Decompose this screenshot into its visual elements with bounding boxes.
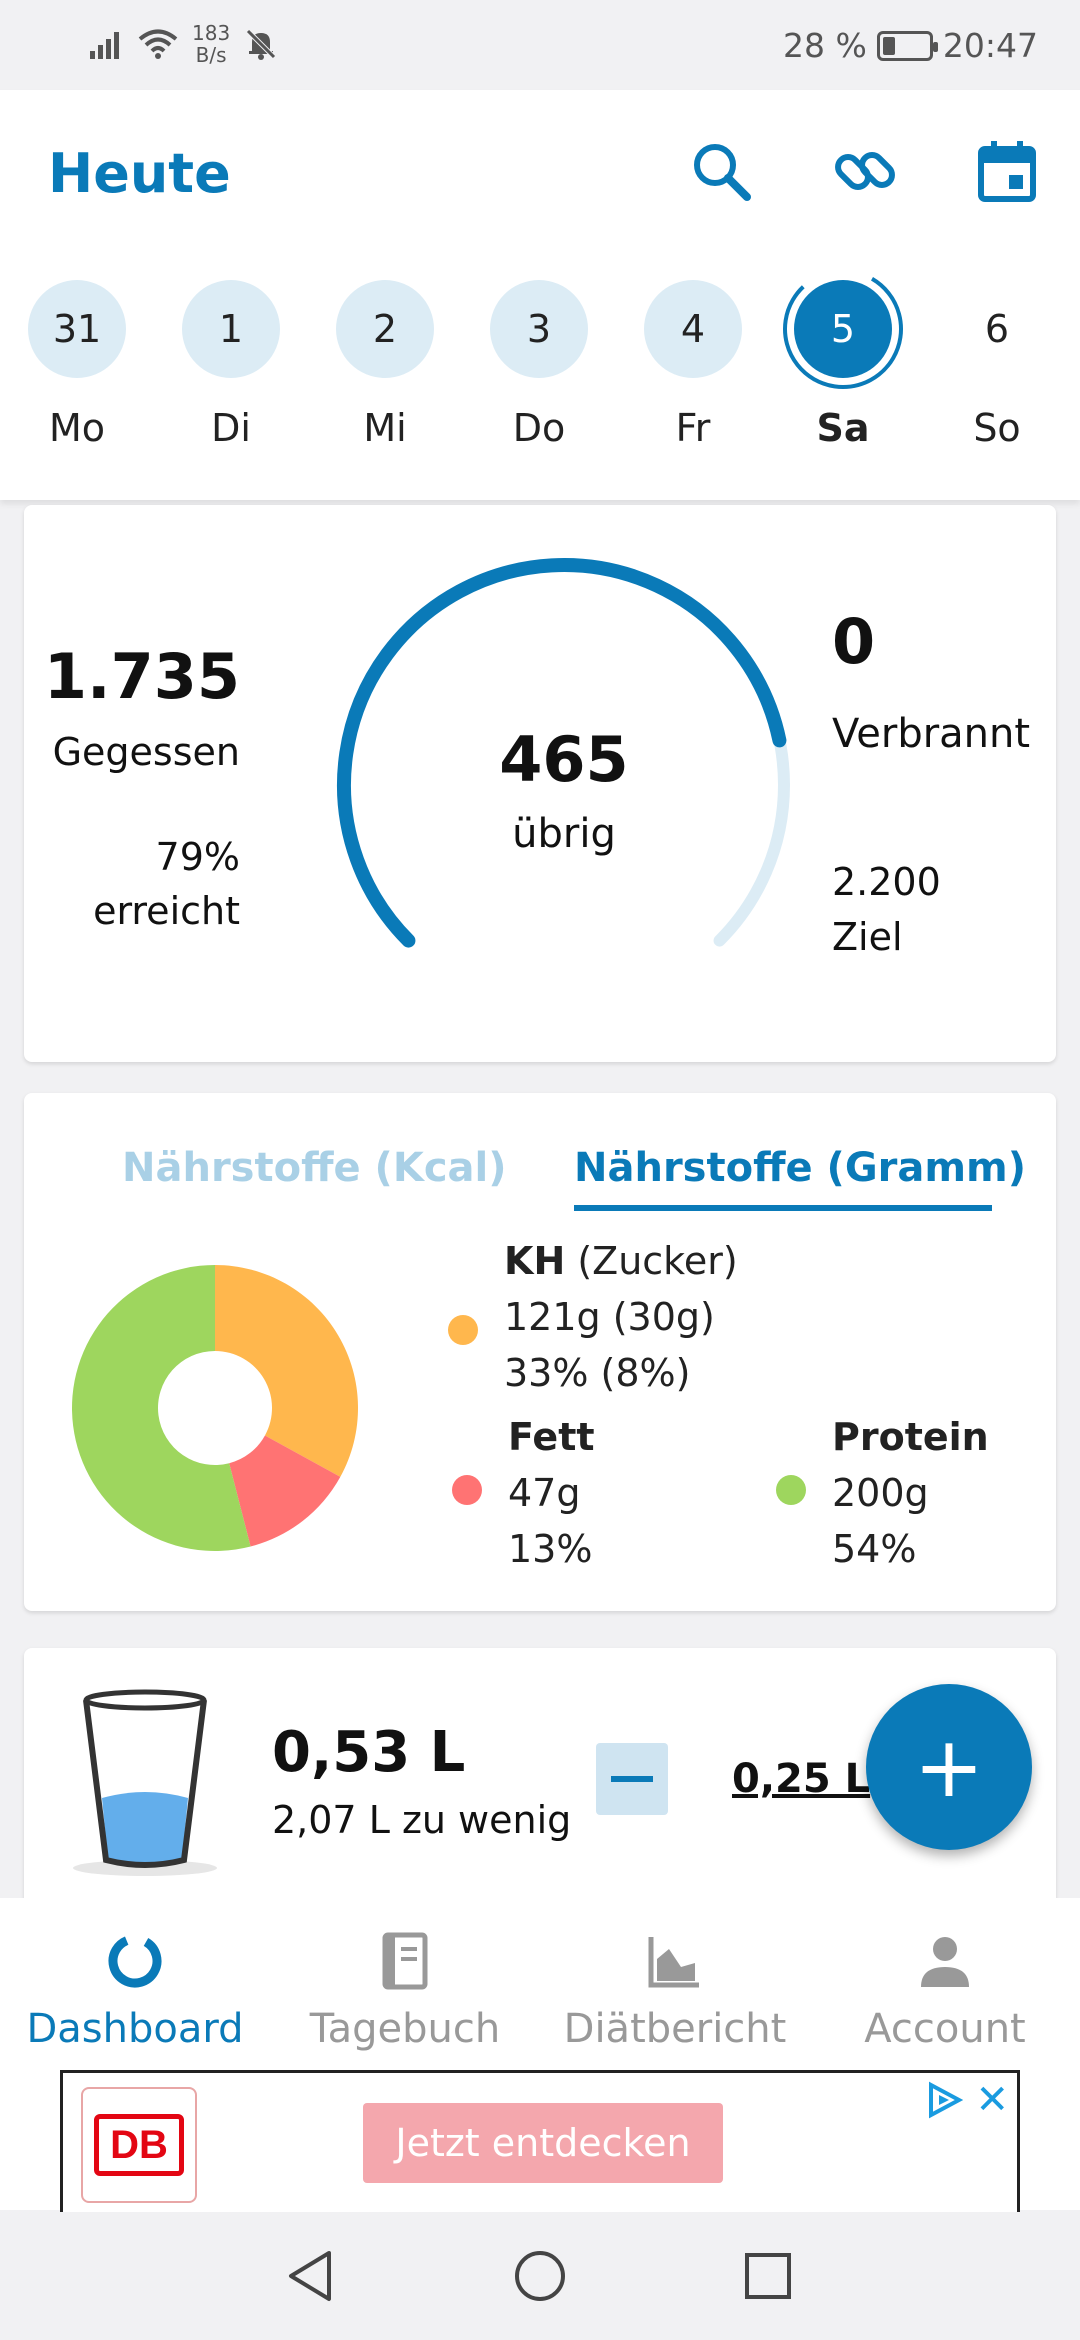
fat-slice bbox=[229, 1435, 341, 1547]
day-number: 6 bbox=[984, 307, 1010, 351]
bottom-navigation: Dashboard Tagebuch Diätbericht bbox=[0, 1898, 1080, 2060]
dashboard-icon bbox=[108, 1934, 162, 1988]
water-amount: 0,53 L bbox=[272, 1720, 466, 1785]
day-selector: 31 Mo 1 Di 2 Mi 3 Do 4 Fr 5 Sa bbox=[0, 269, 1080, 480]
home-icon bbox=[515, 2251, 565, 2301]
day-progress-ring bbox=[783, 269, 903, 389]
tab-nutrients-kcal[interactable]: Nährstoffe (Kcal) bbox=[122, 1145, 507, 1191]
bell-muted-icon bbox=[246, 29, 276, 60]
adchoices-icon[interactable] bbox=[925, 2081, 963, 2119]
day-item-so[interactable]: 6 So bbox=[920, 280, 1074, 450]
clock: 20:47 bbox=[942, 26, 1038, 65]
burned-value: 0 bbox=[832, 605, 876, 678]
diary-icon bbox=[382, 1932, 428, 1990]
tab-nutrients-gram[interactable]: Nährstoffe (Gramm) bbox=[574, 1145, 1027, 1191]
nav-label: Diätbericht bbox=[563, 2006, 787, 2052]
decrease-water-button[interactable] bbox=[596, 1743, 668, 1815]
day-label: Do bbox=[512, 406, 566, 450]
day-item-fr[interactable]: 4 Fr bbox=[616, 280, 770, 450]
nav-account[interactable]: Account bbox=[810, 1928, 1080, 2052]
nutrients-card: Nährstoffe (Kcal) Nährstoffe (Gramm) KH … bbox=[24, 1093, 1056, 1611]
page-title: Heute bbox=[48, 142, 231, 205]
water-step-amount[interactable]: 0,25 L bbox=[732, 1756, 871, 1802]
protein-dot bbox=[776, 1475, 806, 1505]
burned-label: Verbrannt bbox=[832, 711, 1031, 757]
carbs-legend: KH (Zucker) 121g (30g) 33% (8%) bbox=[504, 1239, 738, 1395]
goal-label: Ziel bbox=[832, 915, 903, 959]
day-item-di[interactable]: 1 Di bbox=[154, 280, 308, 450]
goal-value: 2.200 bbox=[832, 860, 941, 904]
day-number: 4 bbox=[644, 280, 742, 378]
day-number: 2 bbox=[336, 280, 434, 378]
link-icon bbox=[835, 152, 895, 190]
day-number: 3 bbox=[490, 280, 588, 378]
gauge-progress bbox=[337, 558, 787, 948]
day-number: 1 bbox=[182, 280, 280, 378]
remaining-label: übrig bbox=[512, 811, 616, 857]
day-label: Di bbox=[211, 406, 251, 450]
link-button[interactable] bbox=[830, 136, 900, 206]
battery-icon bbox=[876, 30, 938, 61]
macro-donut-chart bbox=[71, 1265, 358, 1551]
day-number: 31 bbox=[28, 280, 126, 378]
day-label: So bbox=[973, 406, 1021, 450]
battery-percent: 28 % bbox=[783, 26, 867, 65]
nav-label: Account bbox=[864, 2006, 1026, 2052]
add-button[interactable]: + bbox=[866, 1684, 1032, 1850]
recents-button[interactable] bbox=[738, 2246, 798, 2306]
day-item-do[interactable]: 3 Do bbox=[462, 280, 616, 450]
carbs-dot bbox=[448, 1315, 478, 1345]
ad-logo-text: DB bbox=[94, 2114, 184, 2176]
water-deficit: 2,07 L zu wenig bbox=[272, 1798, 572, 1842]
protein-legend: Protein 200g 54% bbox=[832, 1415, 989, 1571]
percent-reached: 79% erreicht bbox=[93, 835, 240, 933]
day-number-selected: 5 bbox=[783, 269, 903, 389]
app-bar: Heute 31 Mo 1 Di 2 Mi bbox=[0, 90, 1080, 500]
day-item-mi[interactable]: 2 Mi bbox=[308, 280, 462, 450]
wifi-icon bbox=[138, 29, 178, 59]
search-icon bbox=[694, 144, 751, 201]
network-rate: 183 B/s bbox=[192, 21, 231, 67]
calorie-gauge bbox=[337, 558, 790, 948]
ad-area: DB Jetzt entdecken ✕ bbox=[0, 2060, 1080, 2218]
calendar-button[interactable] bbox=[972, 136, 1042, 206]
recents-icon bbox=[745, 2253, 791, 2299]
minus-icon bbox=[611, 1776, 653, 1782]
home-button[interactable] bbox=[510, 2246, 570, 2306]
day-label: Fr bbox=[675, 406, 711, 450]
account-icon bbox=[921, 1937, 969, 1987]
status-bar: 183 B/s 28 % 20:47 bbox=[0, 0, 1080, 90]
eaten-value: 1.735 bbox=[43, 640, 240, 713]
eaten-label: Gegessen bbox=[52, 730, 240, 774]
remaining-value: 465 bbox=[499, 723, 629, 796]
report-chart-icon bbox=[648, 1937, 699, 1988]
fat-legend: Fett 47g 13% bbox=[508, 1415, 595, 1571]
tab-indicator bbox=[574, 1205, 992, 1211]
day-label: Sa bbox=[816, 406, 870, 450]
calorie-summary-card[interactable]: 1.735 Gegessen 79% erreicht 465 übrig 0 … bbox=[24, 505, 1056, 1062]
day-item-sa[interactable]: 5 Sa bbox=[766, 269, 920, 450]
day-item-mo[interactable]: 31 Mo bbox=[0, 280, 154, 450]
nav-dashboard[interactable]: Dashboard bbox=[0, 1928, 270, 2052]
protein-slice bbox=[71, 1265, 251, 1551]
system-navigation bbox=[0, 2212, 1080, 2340]
nav-diary[interactable]: Tagebuch bbox=[270, 1928, 540, 2052]
back-icon bbox=[289, 2251, 331, 2301]
day-label: Mi bbox=[363, 406, 407, 450]
search-button[interactable] bbox=[686, 136, 756, 206]
nav-report[interactable]: Diätbericht bbox=[540, 1928, 810, 2052]
nav-label: Dashboard bbox=[26, 2006, 244, 2052]
ad-banner[interactable]: DB Jetzt entdecken ✕ bbox=[60, 2070, 1020, 2218]
ad-cta-button[interactable]: Jetzt entdecken bbox=[363, 2103, 723, 2183]
calendar-icon bbox=[978, 141, 1036, 202]
fat-dot bbox=[452, 1475, 482, 1505]
day-label: Mo bbox=[48, 406, 106, 450]
ad-close-icon[interactable]: ✕ bbox=[975, 2077, 1009, 2123]
ad-logo: DB bbox=[81, 2087, 197, 2203]
carbs-slice bbox=[215, 1265, 358, 1477]
signal-icon bbox=[90, 32, 119, 59]
back-button[interactable] bbox=[280, 2246, 340, 2306]
water-glass-icon bbox=[73, 1689, 217, 1876]
nav-label: Tagebuch bbox=[309, 2006, 501, 2052]
